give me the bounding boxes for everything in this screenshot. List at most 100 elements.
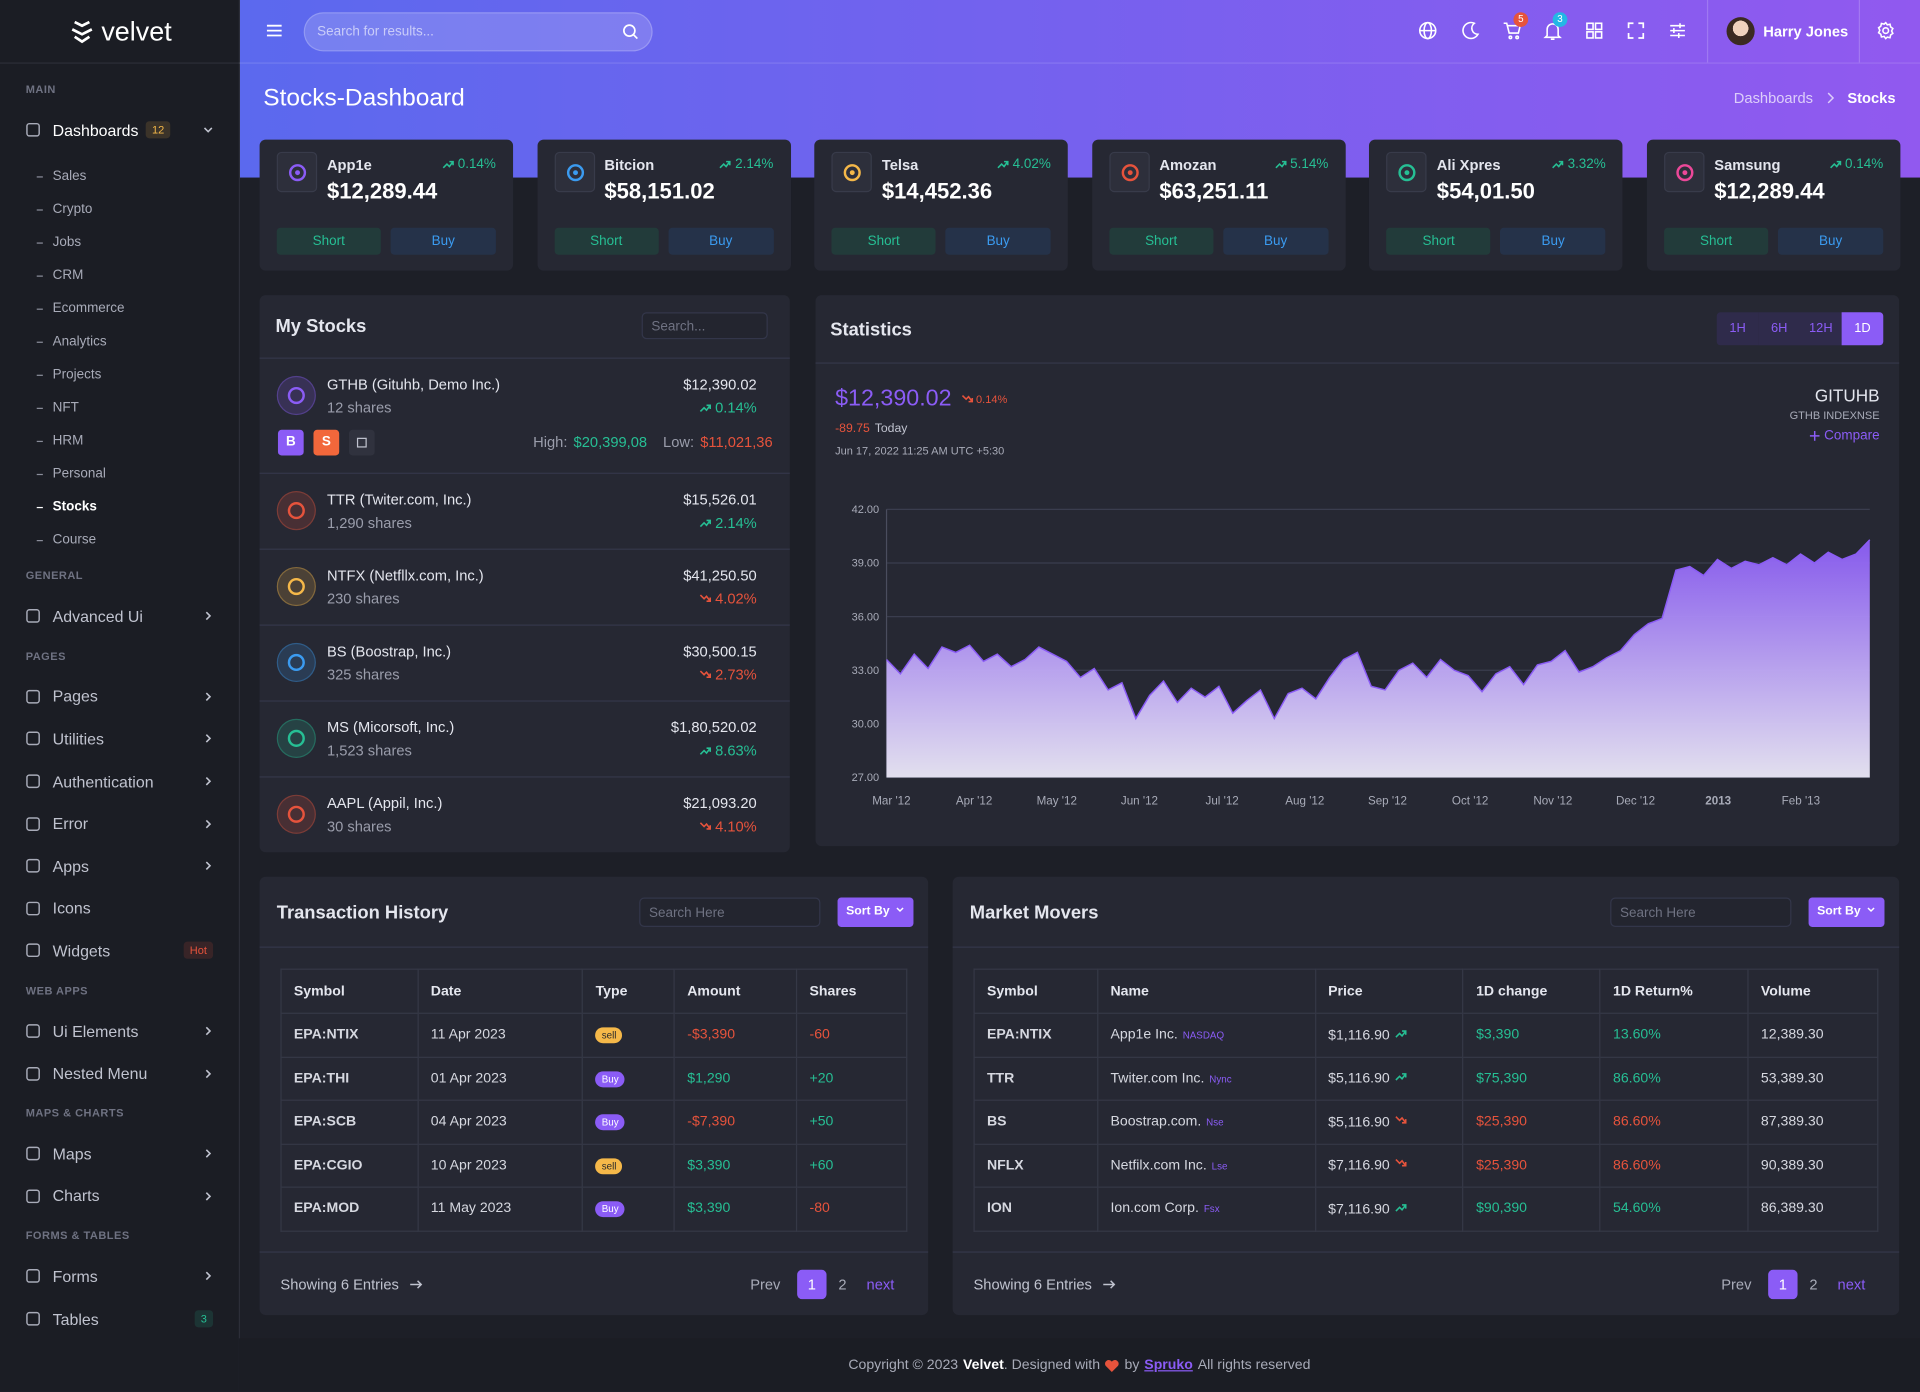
theme-icon[interactable] [1460, 20, 1482, 42]
stock-shares: 230 shares [326, 590, 400, 608]
settings-switch-icon[interactable] [1667, 20, 1689, 42]
nav-item[interactable]: Tables 3 [0, 1298, 239, 1340]
table-row[interactable]: EPA:SCB 04 Apr 2023 Buy -$7,390 +50 [280, 1099, 908, 1145]
nav-item[interactable]: Pages [0, 675, 239, 717]
table-row[interactable]: EPA:MOD 11 May 2023 Buy $3,390 -80 [280, 1186, 908, 1232]
nav-item[interactable]: Maps [0, 1133, 239, 1175]
nav-item[interactable]: Utilities [0, 718, 239, 760]
nav-item[interactable]: Widgets Hot [0, 930, 239, 972]
search-input[interactable]: Search... [641, 312, 768, 340]
table-row[interactable]: EPA:CGIO 10 Apr 2023 sell $3,390 +60 [280, 1143, 908, 1188]
compare-link[interactable]: Compare [1809, 429, 1880, 443]
table-row[interactable]: TTR Twiter.com Inc. Nync $5,116.90 $75,390 86… [973, 1056, 1879, 1101]
submenu-item[interactable]: Analytics [0, 326, 239, 359]
avatar[interactable] [1726, 17, 1755, 46]
short-button[interactable]: Short [276, 227, 381, 255]
stock-tag[interactable]: B [277, 429, 304, 456]
nav-item[interactable]: Forms [0, 1255, 239, 1297]
table-row[interactable]: NFLX Netfilx.com Inc. Lse $7,116.90 $25,390 8… [973, 1143, 1879, 1188]
nav-label: Pages [52, 687, 98, 706]
submenu-item[interactable]: Crypto [0, 193, 239, 226]
range-button[interactable]: 12H [1800, 312, 1842, 346]
submenu-item[interactable]: CRM [0, 260, 239, 293]
stock-row[interactable]: GTHB (Gituhb, Demo Inc.) 12 shares $12,390… [259, 358, 790, 474]
range-button[interactable]: 6H [1758, 312, 1801, 346]
nav-item[interactable]: Authentication [0, 760, 239, 802]
trend-down-icon [699, 822, 711, 830]
submenu-item[interactable]: Stocks [0, 491, 239, 524]
buy-button[interactable]: Buy [668, 227, 774, 255]
nav-item[interactable]: Charts [0, 1175, 239, 1217]
user-name[interactable]: Harry Jones [1763, 23, 1849, 41]
short-button[interactable]: Short [1664, 227, 1769, 255]
type-badge: Buy [595, 1201, 625, 1218]
stock-row[interactable]: NTFX (Netfllx.com, Inc.) 230 shares $41,25… [259, 549, 790, 626]
nav-item[interactable]: Nested Menu [0, 1052, 239, 1094]
menu-toggle[interactable] [263, 20, 285, 42]
short-button[interactable]: Short [1109, 227, 1214, 255]
search-input[interactable]: Search Here [639, 897, 821, 927]
table-row[interactable]: EPA:THI 01 Apr 2023 Buy $1,290 +20 [280, 1056, 908, 1101]
submenu-item[interactable]: Jobs [0, 227, 239, 260]
page-button[interactable]: Prev [750, 1275, 781, 1294]
submenu-item[interactable]: Ecommerce [0, 293, 239, 326]
short-button[interactable]: Short [554, 227, 659, 255]
submenu-item[interactable]: Course [0, 524, 239, 557]
submenu-item[interactable]: Projects [0, 359, 239, 392]
page-button[interactable]: next [866, 1275, 895, 1294]
nav-item[interactable]: Dashboards 12 [0, 109, 239, 151]
search-input[interactable]: Search Here [1610, 897, 1792, 927]
nav-item[interactable]: Advanced Ui [0, 595, 239, 637]
page-button[interactable]: 1 [797, 1269, 827, 1300]
stock-tag-icon[interactable] [348, 429, 375, 456]
icon-shape [26, 816, 40, 831]
submenu-item[interactable]: NFT [0, 392, 239, 425]
table-row[interactable]: EPA:NTIX App1e Inc. NASDAQ $1,116.90 $3,390 1… [973, 1012, 1879, 1058]
buy-button[interactable]: Buy [1223, 227, 1329, 255]
nav-item[interactable]: Icons [0, 887, 239, 929]
fullscreen-icon[interactable] [1625, 20, 1647, 42]
table-row[interactable]: ION Ion.com Corp. Fsx $7,116.90 $90,390 54.60… [973, 1186, 1879, 1232]
logo[interactable]: velvet [0, 0, 239, 64]
company-link[interactable]: Spruko [1144, 1357, 1193, 1373]
stock-price: $15,526.01 [683, 491, 757, 509]
range-button[interactable]: 1D [1841, 312, 1884, 346]
stock-shares: 1,290 shares [326, 514, 412, 532]
language-icon[interactable] [1417, 20, 1439, 42]
nav-item[interactable]: Ui Elements [0, 1010, 239, 1052]
stock-row[interactable]: TTR (Twiter.com, Inc.) 1,290 shares $15,52… [259, 473, 790, 550]
buy-button[interactable]: Buy [390, 227, 496, 255]
buy-button[interactable]: Buy [945, 227, 1051, 255]
page-button[interactable]: Prev [1721, 1275, 1752, 1294]
table-row[interactable]: EPA:NTIX 11 Apr 2023 sell -$3,390 -60 [280, 1012, 908, 1058]
stock-tag[interactable]: S [313, 429, 340, 456]
short-button[interactable]: Short [1386, 227, 1491, 255]
settings-icon[interactable] [1875, 20, 1897, 42]
page-button[interactable]: 2 [1809, 1275, 1818, 1294]
stock-row[interactable]: MS (Micorsoft, Inc.) 1,523 shares $1,80,52… [259, 700, 790, 778]
stock-row[interactable]: AAPL (Appil, Inc.) 30 shares $21,093.20 4.1… [260, 776, 790, 852]
stock-row[interactable]: BS (Boostrap, Inc.) 325 shares $30,500.15 2… [259, 624, 790, 702]
table-row[interactable]: BS Boostrap.com. Nse $5,116.90 $25,390 86.60%… [973, 1099, 1879, 1145]
short-button[interactable]: Short [831, 227, 936, 255]
volume-cell: 53,389.30 [1747, 1056, 1879, 1101]
nav-item[interactable]: Apps [0, 845, 239, 887]
sort-button[interactable]: Sort By [837, 897, 914, 927]
apps-icon[interactable] [1583, 20, 1605, 42]
page-button[interactable]: 1 [1768, 1269, 1798, 1300]
stat-price-row: $12,390.02 0.14% [835, 386, 1007, 413]
page-button[interactable]: next [1837, 1275, 1866, 1294]
submenu-item[interactable]: Personal [0, 458, 239, 491]
search-box[interactable]: Search for results... [303, 12, 653, 52]
submenu-item[interactable]: HRM [0, 425, 239, 458]
stock-change-value: 0.14% [715, 399, 757, 417]
sort-button[interactable]: Sort By [1808, 897, 1885, 927]
buy-button[interactable]: Buy [1500, 227, 1606, 255]
nav-item[interactable]: Error [0, 802, 239, 844]
x-tick-label: 2013 [1705, 794, 1731, 807]
page-button[interactable]: 2 [838, 1275, 847, 1294]
breadcrumb-link[interactable]: Dashboards [1733, 89, 1814, 107]
buy-button[interactable]: Buy [1777, 227, 1884, 255]
range-button[interactable]: 1H [1716, 312, 1759, 346]
submenu-item[interactable]: Sales [0, 160, 239, 193]
